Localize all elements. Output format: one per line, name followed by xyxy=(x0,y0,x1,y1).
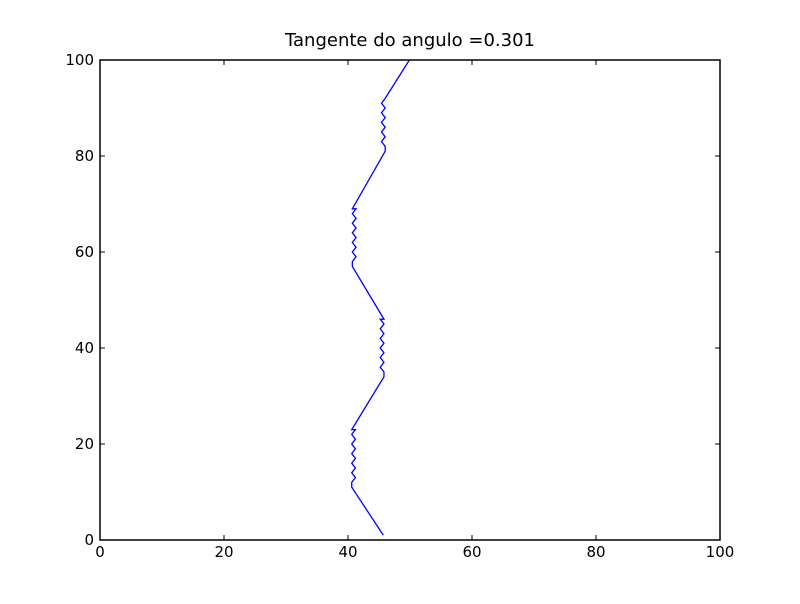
x-tick-label: 80 xyxy=(586,543,605,561)
y-tick-label: 0 xyxy=(84,531,94,549)
x-tick-label: 20 xyxy=(214,543,233,561)
series-layer xyxy=(350,59,410,536)
series-line-0 xyxy=(350,59,410,536)
y-tick-label: 80 xyxy=(75,147,94,165)
y-tick-label: 20 xyxy=(75,435,94,453)
x-tick-label: 0 xyxy=(95,543,105,561)
y-tick-label: 40 xyxy=(75,339,94,357)
y-tick-label: 60 xyxy=(75,243,94,261)
y-tick-labels: 0 20 40 60 80 100 xyxy=(65,51,94,549)
plot-frame xyxy=(99,59,721,541)
x-tick-label: 60 xyxy=(462,543,481,561)
x-tick-labels: 0 20 40 60 80 100 xyxy=(95,543,734,561)
x-tick-label: 40 xyxy=(338,543,357,561)
x-tick-label: 100 xyxy=(706,543,735,561)
plot-area xyxy=(100,60,720,540)
y-tick-label: 100 xyxy=(65,51,94,69)
chart-title: Tangente do angulo =0.301 xyxy=(284,30,535,51)
